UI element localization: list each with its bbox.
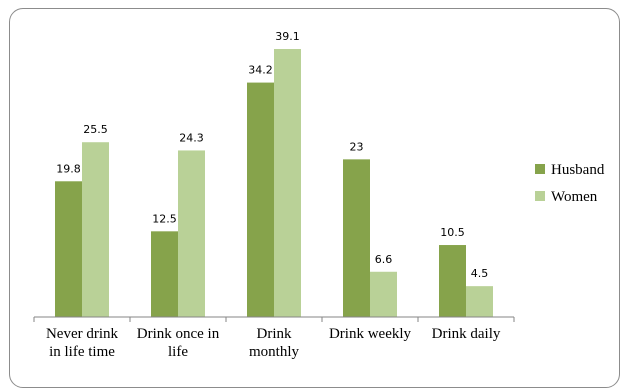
data-label: 10.5 <box>440 226 465 239</box>
bar-husband-0 <box>55 181 82 317</box>
bar-husband-4 <box>439 245 466 317</box>
plot-area: 19.8 12.5 34.2 23 10.5 25.5 24.3 39.1 6.6 4.5 Neve… <box>33 30 515 360</box>
x-tick-label-line: Drink once in <box>137 326 220 342</box>
chart-frame <box>9 8 620 388</box>
data-label: 23 <box>350 140 364 153</box>
bar-women-4 <box>466 286 493 317</box>
data-label: 4.5 <box>471 267 489 280</box>
bar-husband-1 <box>151 231 178 317</box>
bar-women-0 <box>82 142 109 317</box>
x-tick-label-line: monthly <box>249 344 300 360</box>
legend-label-husband: Husband <box>551 162 605 178</box>
x-tick-label-line: Drink <box>257 326 292 342</box>
bar-husband-3 <box>343 159 370 317</box>
data-label: 34.2 <box>248 64 273 77</box>
x-tick-label: Never drink in life time <box>46 326 119 360</box>
x-tick-label-line: Drink weekly <box>329 326 412 342</box>
x-tick-label-line: Never drink <box>46 326 119 342</box>
x-tick-label-line: in life time <box>49 344 115 360</box>
x-tick-label: Drink monthly <box>249 326 300 360</box>
legend: Husband Women <box>535 162 605 205</box>
bar-women-2 <box>274 49 301 317</box>
x-tick-label: Drink weekly <box>329 326 412 342</box>
x-tick-label-line: life <box>168 344 188 360</box>
bar-chart: 19.8 12.5 34.2 23 10.5 25.5 24.3 39.1 6.6 4.5 Neve… <box>33 30 605 360</box>
data-label: 25.5 <box>83 123 108 136</box>
data-label: 19.8 <box>56 162 81 175</box>
bar-husband-2 <box>247 82 274 317</box>
data-label: 6.6 <box>375 253 393 266</box>
data-label: 39.1 <box>275 30 300 43</box>
legend-label-women: Women <box>551 189 598 205</box>
x-tick-label: Drink daily <box>432 326 501 342</box>
data-label: 24.3 <box>179 131 204 144</box>
bar-women-1 <box>178 150 205 317</box>
x-tick-label: Drink once in life <box>137 326 220 360</box>
bar-women-3 <box>370 271 397 317</box>
x-tick-label-line: Drink daily <box>432 326 501 342</box>
legend-swatch-husband <box>535 164 545 174</box>
data-label: 12.5 <box>152 212 177 225</box>
legend-swatch-women <box>535 191 545 201</box>
